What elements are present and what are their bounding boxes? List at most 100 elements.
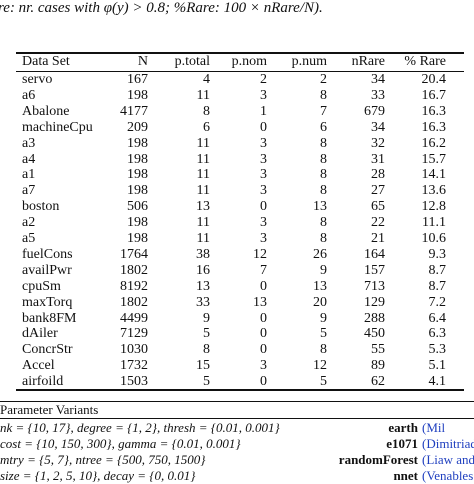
table-cell: 198 bbox=[127, 151, 148, 167]
table-cell: 5 bbox=[203, 374, 210, 390]
dataset-name: a5 bbox=[22, 231, 36, 246]
table-cell: 12.8 bbox=[421, 199, 447, 215]
table-cell: 6 bbox=[320, 119, 327, 135]
table-cell: 28 bbox=[371, 167, 385, 183]
header-cell: nRare bbox=[351, 54, 385, 69]
table-cell: 16 bbox=[196, 262, 210, 278]
table-cell: 6 bbox=[203, 119, 210, 135]
dataset-name: servo bbox=[22, 72, 53, 87]
table-cell: 8 bbox=[320, 231, 327, 246]
table-cell: 1732 bbox=[120, 358, 148, 374]
table-cell: 198 bbox=[127, 215, 148, 231]
table-cell: 34 bbox=[371, 72, 385, 87]
table-cell: 1802 bbox=[120, 262, 148, 278]
table-cell: 7.2 bbox=[428, 294, 447, 310]
table-cell: 21 bbox=[371, 231, 385, 246]
table-cell: 1764 bbox=[120, 246, 148, 262]
table-cell: 15 bbox=[196, 358, 210, 374]
dataset-name: a6 bbox=[22, 87, 36, 103]
param-variants: size = {1, 2, 5, 10}, decay = {0, 0.01} bbox=[0, 468, 196, 483]
table-cell: 0 bbox=[260, 199, 267, 215]
table-cell: 506 bbox=[127, 199, 148, 215]
table-cell: 9.3 bbox=[428, 246, 447, 262]
table-cell: 8 bbox=[320, 87, 327, 103]
dataset-name: ConcrStr bbox=[22, 342, 73, 358]
package-name: nnet bbox=[393, 468, 418, 483]
table-cell: 209 bbox=[127, 119, 148, 135]
header-rule bbox=[16, 71, 464, 72]
dataset-name: a3 bbox=[22, 135, 36, 151]
table-cell: 3 bbox=[260, 215, 267, 231]
table-cell: 8 bbox=[203, 103, 210, 119]
dataset-name: airfoild bbox=[22, 374, 64, 390]
caption: re: nr. cases with φ(y) > 0.8; %Rare: 10… bbox=[0, 0, 323, 16]
table-cell: 450 bbox=[364, 326, 385, 342]
table-cell: 6.4 bbox=[428, 310, 447, 326]
table-cell: 22 bbox=[371, 215, 385, 231]
table-cell: 4177 bbox=[120, 103, 148, 119]
table-cell: 8 bbox=[320, 183, 327, 199]
header-cell: p.total bbox=[174, 54, 210, 69]
package-name: earth bbox=[388, 420, 418, 435]
package-name: e1071 bbox=[386, 436, 418, 451]
table-cell: 9 bbox=[320, 310, 327, 326]
table-cell: 14.1 bbox=[421, 167, 447, 183]
table-cell: 10.6 bbox=[421, 231, 447, 246]
table-cell: 0 bbox=[260, 374, 267, 390]
table-cell: 31 bbox=[371, 151, 385, 167]
table-cell: 11.1 bbox=[422, 215, 446, 231]
table-cell: 8.7 bbox=[428, 278, 447, 294]
dataset-name: boston bbox=[22, 199, 60, 215]
table-cell: 33 bbox=[371, 87, 385, 103]
table-cell: 5 bbox=[320, 326, 327, 342]
table-cell: 1503 bbox=[120, 374, 148, 390]
table-cell: 0 bbox=[260, 342, 267, 358]
dataset-name: fuelCons bbox=[22, 246, 73, 262]
table-cell: 8192 bbox=[120, 278, 148, 294]
dataset-name: Abalone bbox=[22, 103, 70, 119]
table-cell: 15.7 bbox=[421, 151, 447, 167]
param-variants: mtry = {5, 7}, ntree = {500, 750, 1500} bbox=[0, 452, 206, 467]
params-top-rule bbox=[0, 401, 474, 402]
table-cell: 1802 bbox=[120, 294, 148, 310]
table-cell: 62 bbox=[371, 374, 385, 390]
table-cell: 0 bbox=[260, 326, 267, 342]
params-header: Parameter Variants bbox=[0, 402, 99, 417]
table-cell: 2 bbox=[260, 72, 267, 87]
table-cell: 164 bbox=[364, 246, 385, 262]
table-cell: 4 bbox=[203, 72, 210, 87]
table-cell: 12 bbox=[253, 246, 267, 262]
header-cell: p.nom bbox=[231, 54, 267, 69]
table-cell: 65 bbox=[371, 199, 385, 215]
table-cell: 11 bbox=[196, 231, 210, 246]
table-cell: 20 bbox=[313, 294, 327, 310]
table-cell: 0 bbox=[260, 278, 267, 294]
table-cell: 3 bbox=[260, 231, 267, 246]
table-cell: 198 bbox=[127, 87, 148, 103]
table-cell: 16.7 bbox=[421, 87, 447, 103]
table-cell: 12 bbox=[313, 358, 327, 374]
table-cell: 9 bbox=[320, 262, 327, 278]
header-cell: % Rare bbox=[404, 54, 446, 69]
dataset-name: machineCpu bbox=[22, 119, 93, 135]
table-cell: 4499 bbox=[120, 310, 148, 326]
param-variants: nk = {10, 17}, degree = {1, 2}, thresh =… bbox=[0, 420, 280, 435]
table-cell: 16.3 bbox=[421, 119, 447, 135]
table-cell: 7 bbox=[260, 262, 267, 278]
table-cell: 7129 bbox=[120, 326, 148, 342]
param-variants: cost = {10, 150, 300}, gamma = {0.01, 0.… bbox=[0, 436, 241, 451]
package-name: randomForest bbox=[338, 452, 418, 467]
table-cell: 288 bbox=[364, 310, 385, 326]
table-cell: 8 bbox=[320, 342, 327, 358]
table-cell: 20.4 bbox=[421, 72, 447, 87]
table-cell: 11 bbox=[196, 167, 210, 183]
table-cell: 16.2 bbox=[421, 135, 447, 151]
dataset-name: maxTorq bbox=[22, 294, 73, 310]
table-cell: 0 bbox=[260, 310, 267, 326]
table-cell: 11 bbox=[196, 183, 210, 199]
dataset-name: bank8FM bbox=[22, 310, 77, 326]
dataset-name: a4 bbox=[22, 151, 36, 167]
table-cell: 8.7 bbox=[428, 262, 447, 278]
table-cell: 167 bbox=[127, 72, 148, 87]
